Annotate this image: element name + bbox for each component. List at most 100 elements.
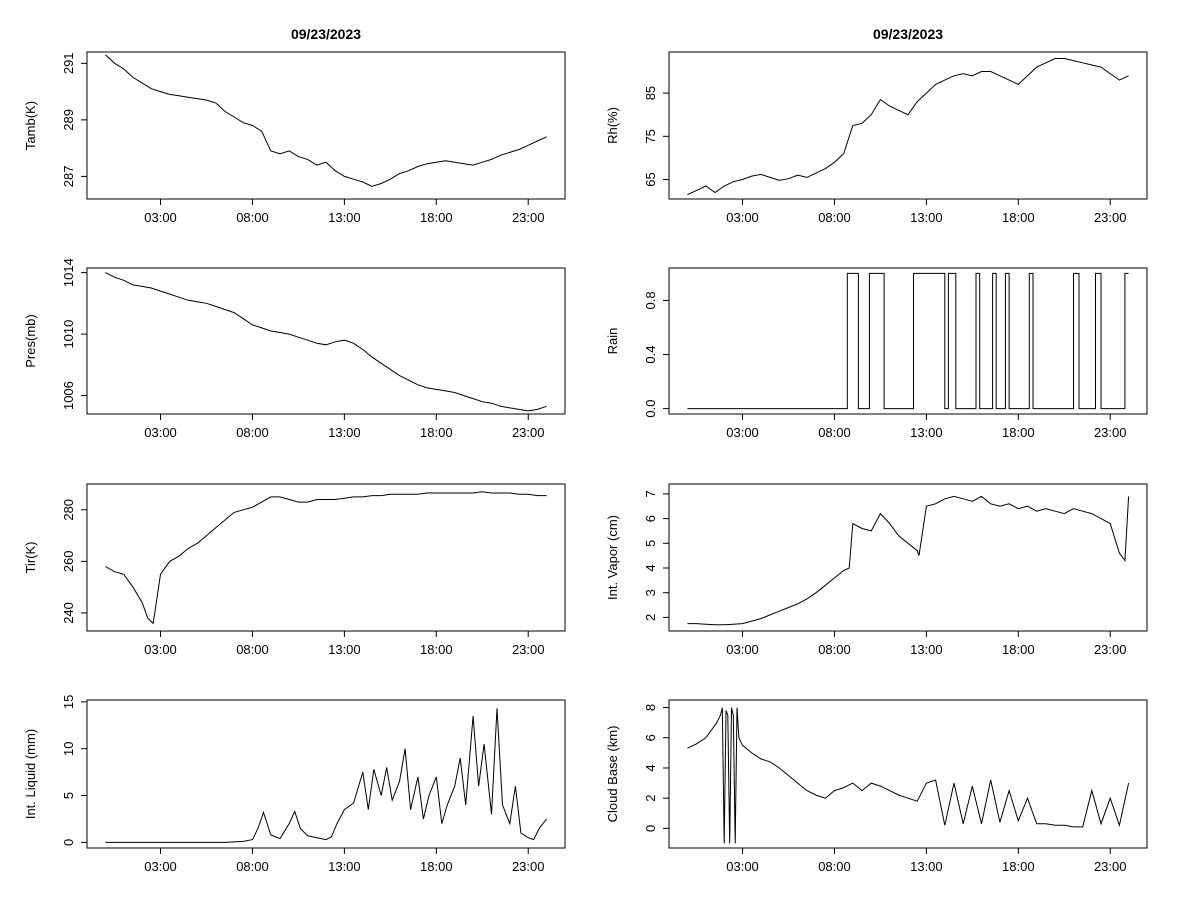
chart-title-right: 09/23/2023 bbox=[872, 26, 944, 42]
x-tick-label: 03:00 bbox=[726, 642, 759, 657]
y-tick-label: 65 bbox=[643, 172, 658, 186]
x-tick-label: 23:00 bbox=[512, 859, 545, 874]
y-tick-label: 2 bbox=[643, 795, 658, 802]
panel-3: 03:00 08:00 13:00 18:00 23:00 0.0 0.4 0.8 Rain bbox=[605, 267, 1148, 440]
x-tick-label: 03:00 bbox=[144, 859, 177, 874]
x-tick-label: 23:00 bbox=[1094, 210, 1127, 225]
x-tick-label: 13:00 bbox=[910, 642, 943, 657]
y-tick-label: 0 bbox=[643, 825, 658, 832]
x-tick-label: 08:00 bbox=[818, 642, 851, 657]
x-tick-label: 23:00 bbox=[1094, 859, 1127, 874]
y-axis-label: Tamb(K) bbox=[23, 101, 38, 150]
panel-4: 03:00 08:00 13:00 18:00 23:00 240 260 280 Tir(K) bbox=[23, 483, 566, 657]
y-tick-label: 287 bbox=[61, 166, 76, 188]
series-line bbox=[105, 491, 547, 625]
y-tick-label: 0.4 bbox=[643, 345, 658, 363]
y-axis-label: Rain bbox=[605, 328, 620, 355]
x-tick-label: 18:00 bbox=[420, 425, 453, 440]
x-tick-label: 03:00 bbox=[726, 859, 759, 874]
series-line bbox=[105, 54, 547, 187]
x-tick-label: 13:00 bbox=[910, 859, 943, 874]
plot-frame bbox=[86, 267, 566, 415]
y-tick-label: 0.0 bbox=[643, 400, 658, 418]
y-tick-label: 1006 bbox=[61, 381, 76, 410]
y-tick-label: 10 bbox=[61, 741, 76, 755]
plot-frame bbox=[668, 699, 1148, 849]
x-tick-label: 23:00 bbox=[512, 210, 545, 225]
y-tick-label: 291 bbox=[61, 52, 76, 74]
x-tick-label: 03:00 bbox=[144, 642, 177, 657]
x-tick-label: 08:00 bbox=[818, 210, 851, 225]
plot-frame bbox=[668, 483, 1148, 632]
x-tick-label: 23:00 bbox=[512, 642, 545, 657]
series-line bbox=[687, 272, 1129, 410]
x-tick-label: 18:00 bbox=[1002, 859, 1035, 874]
y-tick-label: 289 bbox=[61, 109, 76, 131]
x-tick-label: 18:00 bbox=[420, 210, 453, 225]
x-tick-label: 08:00 bbox=[236, 425, 269, 440]
x-tick-label: 18:00 bbox=[1002, 210, 1035, 225]
y-tick-label: 85 bbox=[643, 86, 658, 100]
x-tick-label: 13:00 bbox=[328, 642, 361, 657]
y-axis-label: Tir(K) bbox=[23, 541, 38, 573]
y-tick-label: 0 bbox=[61, 839, 76, 846]
y-tick-label: 260 bbox=[61, 551, 76, 573]
x-tick-label: 03:00 bbox=[144, 425, 177, 440]
y-axis-label: Int. Liquid (mm) bbox=[23, 729, 38, 819]
y-axis-label: Rh(%) bbox=[605, 107, 620, 144]
x-tick-label: 13:00 bbox=[328, 425, 361, 440]
x-tick-label: 03:00 bbox=[726, 210, 759, 225]
plot-frame bbox=[86, 483, 566, 632]
y-tick-label: 15 bbox=[61, 695, 76, 709]
y-tick-label: 280 bbox=[61, 499, 76, 521]
plot-frame bbox=[668, 51, 1148, 200]
plot-frame bbox=[668, 267, 1148, 415]
y-tick-label: 5 bbox=[643, 540, 658, 547]
plot-frame bbox=[86, 51, 566, 200]
panel-5: 03:00 08:00 13:00 18:00 23:00 2 3 4 5 6 7 Int. Vapo… bbox=[605, 483, 1148, 657]
y-axis-label: Int. Vapor (cm) bbox=[605, 515, 620, 600]
y-tick-label: 5 bbox=[61, 792, 76, 799]
series-line bbox=[687, 58, 1129, 196]
x-tick-label: 13:00 bbox=[910, 425, 943, 440]
x-tick-label: 08:00 bbox=[818, 425, 851, 440]
series-line bbox=[687, 495, 1130, 626]
y-tick-label: 4 bbox=[643, 764, 658, 771]
y-tick-label: 3 bbox=[643, 589, 658, 596]
y-tick-label: 2 bbox=[643, 614, 658, 621]
y-tick-label: 1010 bbox=[61, 320, 76, 349]
x-tick-label: 08:00 bbox=[236, 642, 269, 657]
x-tick-label: 18:00 bbox=[420, 859, 453, 874]
y-tick-label: 75 bbox=[643, 129, 658, 143]
x-tick-label: 18:00 bbox=[420, 642, 453, 657]
series-line bbox=[105, 272, 547, 412]
x-tick-label: 03:00 bbox=[144, 210, 177, 225]
series-line bbox=[687, 707, 1130, 844]
panel-1: 03:00 08:00 13:00 18:00 23:00 65 75 85 Rh(%) bbox=[605, 51, 1148, 225]
x-tick-label: 18:00 bbox=[1002, 425, 1035, 440]
panel-6: 03:00 08:00 13:00 18:00 23:00 0 5 10 15 Int. Liqu… bbox=[23, 695, 566, 874]
y-tick-label: 4 bbox=[643, 564, 658, 571]
y-tick-label: 240 bbox=[61, 602, 76, 624]
plot-frame bbox=[86, 699, 566, 849]
panel-7: 03:00 08:00 13:00 18:00 23:00 0 2 4 6 8 Cloud Base… bbox=[605, 699, 1148, 874]
y-tick-label: 0.8 bbox=[643, 291, 658, 309]
x-tick-label: 23:00 bbox=[1094, 642, 1127, 657]
x-tick-label: 08:00 bbox=[236, 210, 269, 225]
panel-2: 03:00 08:00 13:00 18:00 23:00 1006 1010 1014 Pre… bbox=[23, 258, 566, 440]
series-line bbox=[105, 708, 547, 843]
x-tick-label: 03:00 bbox=[726, 425, 759, 440]
y-tick-label: 7 bbox=[643, 490, 658, 497]
x-tick-label: 18:00 bbox=[1002, 642, 1035, 657]
panel-0: 03:00 08:00 13:00 18:00 23:00 287 289 291 Tamb(K… bbox=[23, 51, 566, 225]
y-tick-label: 6 bbox=[643, 515, 658, 522]
x-tick-label: 23:00 bbox=[1094, 425, 1127, 440]
x-tick-label: 13:00 bbox=[910, 210, 943, 225]
y-tick-label: 1014 bbox=[61, 258, 76, 287]
x-tick-label: 13:00 bbox=[328, 210, 361, 225]
y-tick-label: 6 bbox=[643, 734, 658, 741]
y-axis-label: Pres(mb) bbox=[23, 314, 38, 367]
x-tick-label: 08:00 bbox=[236, 859, 269, 874]
y-axis-label: Cloud Base (km) bbox=[605, 726, 620, 823]
